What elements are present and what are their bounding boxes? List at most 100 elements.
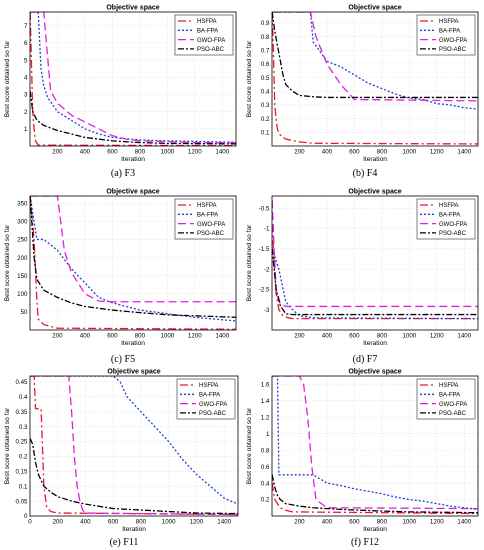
- series-line-pso-abc: [272, 248, 478, 316]
- legend-box: [174, 14, 234, 56]
- y-axis-label: Best score obtained so far: [4, 40, 11, 117]
- legend-box: [176, 378, 236, 420]
- x-tick-label: 1400: [217, 519, 231, 526]
- legend-label: HSFPA: [197, 203, 217, 209]
- panel-caption: (c) F5: [111, 354, 135, 365]
- chart-title: Objective space: [348, 189, 401, 196]
- chart-panel-3: 200 400 600 800 1000 1200 1400 50 100 150 200 250 30…: [4, 189, 237, 365]
- y-tick-label: 0.8: [261, 34, 270, 41]
- series-line-pso-abc: [30, 438, 238, 515]
- legend-label: GWO-FPA: [439, 402, 467, 408]
- y-tick-label: 0.3: [261, 102, 270, 109]
- y-tick-label: 100: [17, 291, 28, 298]
- legend: HSFPA BA-FPA GWO-FPA PSO-ABC: [174, 198, 234, 240]
- y-tick-label: 200: [17, 255, 28, 262]
- series-line-pso-abc: [30, 90, 236, 145]
- y-tick-label: 0.6: [261, 464, 270, 471]
- x-axis-label: Iteration: [122, 526, 146, 533]
- legend-label: HSFPA: [439, 203, 459, 209]
- y-tick-label: 350: [17, 200, 28, 207]
- legend-label: PSO-ABC: [439, 411, 467, 417]
- chart-title: Objective space: [106, 189, 159, 196]
- y-axis-label: Best score obtained so far: [246, 224, 253, 301]
- y-tick-label: 5: [24, 57, 28, 64]
- x-tick-label: 1000: [162, 519, 176, 526]
- x-tick-label: 1200: [430, 149, 444, 156]
- y-tick-label: 0.5: [261, 75, 270, 82]
- y-tick-label: 0.4: [261, 89, 270, 96]
- x-tick-label: 600: [349, 333, 360, 340]
- x-tick-label: 400: [322, 149, 333, 156]
- panel-caption: (b) F4: [353, 168, 378, 179]
- x-tick-label: 1000: [160, 333, 174, 340]
- legend-label: BA-FPA: [439, 393, 460, 399]
- series-line-gwo-fpa: [272, 12, 478, 102]
- legend-label: BA-FPA: [439, 29, 460, 35]
- y-tick-label: 7: [24, 23, 28, 30]
- x-tick-label: 1400: [457, 149, 471, 156]
- y-tick-label: 0.9: [261, 20, 270, 27]
- legend-label: GWO-FPA: [197, 222, 225, 228]
- y-tick-label: 0.4: [261, 480, 270, 487]
- x-tick-label: 400: [322, 519, 333, 526]
- x-tick-label: 800: [135, 333, 146, 340]
- y-tick-label: 0.35: [15, 409, 28, 416]
- legend-label: BA-FPA: [439, 213, 460, 219]
- series-line-pso-abc: [272, 12, 478, 99]
- x-tick-label: 800: [377, 149, 388, 156]
- legend: HSFPA BA-FPA GWO-FPA PSO-ABC: [416, 378, 476, 420]
- y-tick-label: 1.2: [261, 414, 270, 421]
- legend-label: PSO-ABC: [197, 47, 225, 53]
- x-tick-label: 800: [136, 519, 147, 526]
- x-tick-label: 1400: [215, 333, 229, 340]
- series-line-hsfpa: [272, 482, 478, 515]
- y-tick-label: 0.45: [15, 379, 28, 386]
- y-tick-label: 1.6: [261, 381, 270, 388]
- x-tick-label: 1000: [402, 519, 416, 526]
- legend-label: BA-FPA: [197, 29, 218, 35]
- y-tick-label: -1.5: [259, 246, 270, 253]
- y-axis-label: Best score obtained so far: [246, 407, 253, 484]
- x-tick-label: 1000: [160, 149, 174, 156]
- x-tick-label: 800: [135, 149, 146, 156]
- x-tick-label: 200: [294, 149, 305, 156]
- x-tick-label: 400: [322, 333, 333, 340]
- series-line-ba-fpa: [30, 196, 236, 322]
- y-tick-label: 2: [24, 109, 28, 116]
- y-tick-label: 50: [21, 309, 28, 316]
- plot-frame: [29, 11, 237, 147]
- legend-label: HSFPA: [199, 383, 219, 389]
- x-tick-label: 600: [349, 519, 360, 526]
- y-tick-label: 0.8: [261, 447, 270, 454]
- y-tick-label: 1: [266, 431, 270, 438]
- x-tick-label: 800: [377, 519, 388, 526]
- legend-box: [416, 378, 476, 420]
- y-tick-label: 1: [24, 126, 28, 133]
- series-line-gwo-fpa: [30, 376, 238, 516]
- y-tick-label: 3: [24, 92, 28, 99]
- x-tick-label: 200: [52, 149, 63, 156]
- legend-label: HSFPA: [439, 383, 459, 389]
- x-axis-label: Iteration: [121, 156, 145, 163]
- y-tick-label: 4: [24, 74, 28, 81]
- plot-frame: [271, 375, 479, 517]
- series-line-hsfpa: [30, 196, 236, 330]
- plot-frame: [271, 11, 479, 147]
- legend-box: [174, 198, 234, 240]
- y-tick-label: 0.2: [19, 454, 28, 461]
- legend-label: HSFPA: [197, 19, 217, 25]
- legend-label: PSO-ABC: [199, 411, 227, 417]
- panel-caption: (a) F3: [111, 168, 135, 179]
- x-tick-label: 600: [107, 333, 118, 340]
- legend-label: GWO-FPA: [439, 222, 467, 228]
- y-tick-label: -2: [264, 266, 270, 273]
- plot-frame: [271, 195, 479, 331]
- legend-label: GWO-FPA: [439, 38, 467, 44]
- x-axis-label: Iteration: [363, 156, 387, 163]
- legend-label: PSO-ABC: [439, 231, 467, 237]
- x-tick-label: 1200: [430, 519, 444, 526]
- y-tick-label: 250: [17, 237, 28, 244]
- chart-panel-4: 200 400 600 800 1000 1200 1400 -3 -2.5 -2 -1.5 -1 -0…: [246, 189, 479, 365]
- y-tick-label: 0.7: [261, 47, 270, 54]
- series-line-hsfpa: [272, 224, 478, 320]
